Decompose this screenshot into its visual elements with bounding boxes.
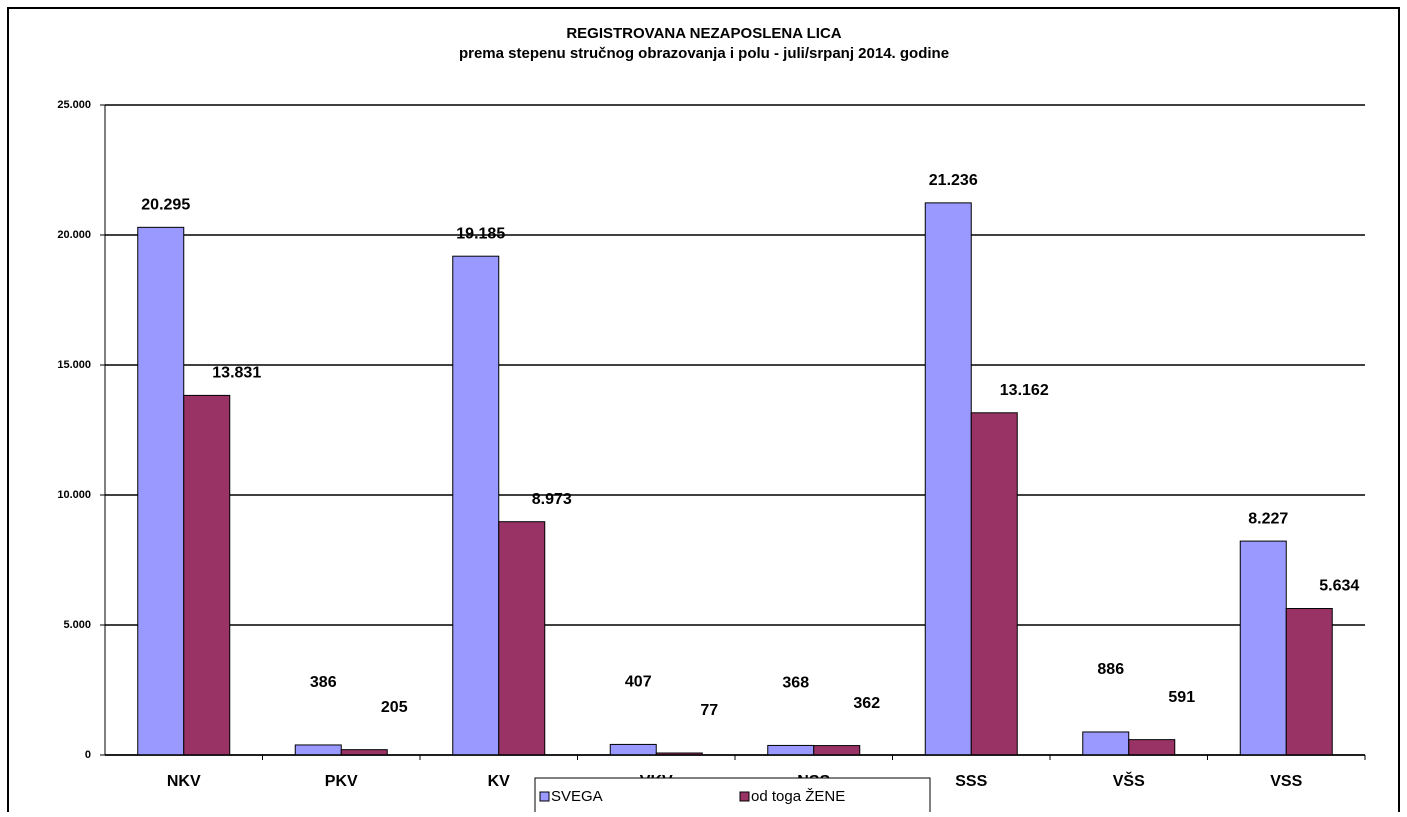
bar <box>1082 731 1130 756</box>
value-label: 21.236 <box>929 172 978 189</box>
bar <box>452 255 500 756</box>
bar <box>1128 739 1176 756</box>
legend-swatch <box>539 791 550 802</box>
chart-subtitle: prema stepenu stručnog obrazovanja i pol… <box>459 45 949 62</box>
bar <box>970 412 1018 756</box>
bar <box>340 749 388 756</box>
bar <box>813 745 861 756</box>
x-tick-label: VŠS <box>1113 771 1145 790</box>
value-label: 20.295 <box>141 197 190 214</box>
bar <box>609 743 657 756</box>
y-tick-label: 10.000 <box>57 489 91 501</box>
value-label: 19.185 <box>456 225 505 242</box>
value-label: 8.973 <box>532 491 572 508</box>
legend-label: od toga ŽENE <box>751 788 845 805</box>
value-label: 368 <box>782 675 809 692</box>
value-label: 591 <box>1168 689 1195 706</box>
value-label: 407 <box>625 674 652 691</box>
chart-border <box>7 7 1400 817</box>
bar <box>294 744 342 756</box>
value-label: 386 <box>310 674 337 691</box>
value-label: 77 <box>700 702 718 719</box>
value-label: 886 <box>1097 661 1124 678</box>
bar <box>924 202 972 756</box>
value-label: 362 <box>853 695 880 712</box>
x-tick-label: PKV <box>325 773 358 790</box>
x-tick-label: NKV <box>167 773 201 790</box>
bar <box>498 521 546 756</box>
x-tick-label: KV <box>488 773 511 790</box>
y-tick-label: 5.000 <box>63 619 91 631</box>
chart-title: REGISTROVANA NEZAPOSLENA LICA <box>566 25 841 42</box>
legend-swatch <box>739 791 750 802</box>
y-tick-label: 15.000 <box>57 359 91 371</box>
bar <box>1285 608 1333 756</box>
y-tick-label: 0 <box>85 749 91 761</box>
bar <box>183 394 231 756</box>
value-label: 13.162 <box>1000 382 1049 399</box>
bar <box>767 744 815 756</box>
value-label: 5.634 <box>1319 578 1359 595</box>
value-label: 205 <box>381 699 408 716</box>
bar <box>1239 540 1287 756</box>
legend-label: SVEGA <box>551 788 603 805</box>
y-tick-label: 25.000 <box>57 99 91 111</box>
y-tick-label: 20.000 <box>57 229 91 241</box>
x-tick-label: VSS <box>1270 773 1302 790</box>
value-label: 8.227 <box>1248 510 1288 527</box>
legend-box <box>534 777 931 817</box>
bar <box>137 226 185 756</box>
x-tick-label: SSS <box>955 773 987 790</box>
value-label: 13.831 <box>212 365 261 382</box>
